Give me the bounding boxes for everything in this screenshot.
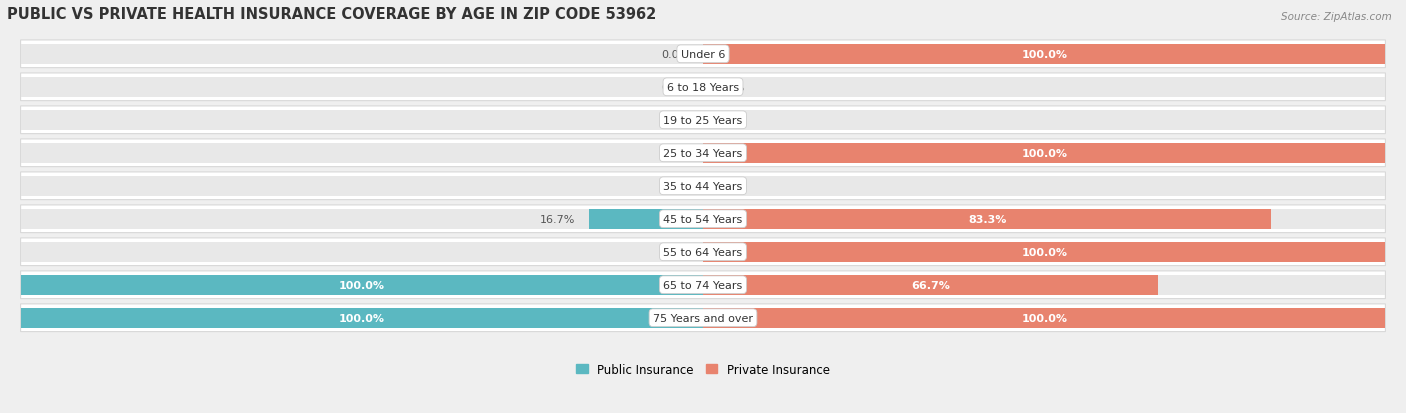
Bar bbox=[703, 45, 1385, 65]
FancyBboxPatch shape bbox=[21, 107, 1385, 134]
FancyBboxPatch shape bbox=[21, 238, 1385, 266]
Text: 0.0%: 0.0% bbox=[661, 116, 689, 126]
Text: PUBLIC VS PRIVATE HEALTH INSURANCE COVERAGE BY AGE IN ZIP CODE 53962: PUBLIC VS PRIVATE HEALTH INSURANCE COVER… bbox=[7, 7, 657, 22]
Bar bbox=[21, 143, 703, 164]
Bar bbox=[21, 308, 703, 328]
Bar bbox=[703, 242, 1385, 262]
Text: 83.3%: 83.3% bbox=[969, 214, 1007, 224]
Bar bbox=[21, 209, 703, 230]
Text: Under 6: Under 6 bbox=[681, 50, 725, 59]
Text: 35 to 44 Years: 35 to 44 Years bbox=[664, 181, 742, 191]
Text: 100.0%: 100.0% bbox=[1021, 148, 1067, 159]
Bar bbox=[703, 176, 1385, 197]
Text: 0.0%: 0.0% bbox=[661, 148, 689, 159]
Bar bbox=[21, 110, 703, 131]
Bar bbox=[703, 275, 1159, 295]
Bar bbox=[703, 209, 1385, 230]
Text: Source: ZipAtlas.com: Source: ZipAtlas.com bbox=[1281, 12, 1392, 22]
Bar bbox=[703, 275, 1385, 295]
FancyBboxPatch shape bbox=[21, 140, 1385, 167]
Text: 0.0%: 0.0% bbox=[717, 83, 745, 93]
Text: 6 to 18 Years: 6 to 18 Years bbox=[666, 83, 740, 93]
Bar bbox=[703, 242, 1385, 262]
Text: 0.0%: 0.0% bbox=[717, 181, 745, 191]
Text: 19 to 25 Years: 19 to 25 Years bbox=[664, 116, 742, 126]
Text: 75 Years and over: 75 Years and over bbox=[652, 313, 754, 323]
Bar bbox=[703, 308, 1385, 328]
Bar bbox=[21, 77, 703, 98]
Text: 100.0%: 100.0% bbox=[339, 280, 385, 290]
Bar bbox=[21, 242, 703, 262]
Bar bbox=[21, 275, 703, 295]
Bar bbox=[21, 275, 703, 295]
Bar bbox=[703, 209, 1271, 230]
Bar bbox=[703, 143, 1385, 164]
Bar bbox=[21, 176, 703, 197]
FancyBboxPatch shape bbox=[21, 304, 1385, 332]
Text: 0.0%: 0.0% bbox=[717, 116, 745, 126]
Text: 100.0%: 100.0% bbox=[1021, 313, 1067, 323]
Text: 55 to 64 Years: 55 to 64 Years bbox=[664, 247, 742, 257]
FancyBboxPatch shape bbox=[21, 205, 1385, 233]
Text: 100.0%: 100.0% bbox=[339, 313, 385, 323]
Text: 100.0%: 100.0% bbox=[1021, 50, 1067, 59]
Text: 0.0%: 0.0% bbox=[661, 83, 689, 93]
Bar bbox=[703, 77, 1385, 98]
Text: 0.0%: 0.0% bbox=[661, 247, 689, 257]
Text: 0.0%: 0.0% bbox=[661, 181, 689, 191]
FancyBboxPatch shape bbox=[21, 41, 1385, 69]
Text: 65 to 74 Years: 65 to 74 Years bbox=[664, 280, 742, 290]
Bar bbox=[21, 45, 703, 65]
Bar bbox=[703, 308, 1385, 328]
FancyBboxPatch shape bbox=[21, 173, 1385, 200]
Bar bbox=[589, 209, 703, 230]
Bar bbox=[703, 45, 1385, 65]
Bar bbox=[703, 143, 1385, 164]
Bar bbox=[703, 110, 1385, 131]
FancyBboxPatch shape bbox=[21, 74, 1385, 102]
Text: 0.0%: 0.0% bbox=[661, 50, 689, 59]
Legend: Public Insurance, Private Insurance: Public Insurance, Private Insurance bbox=[571, 358, 835, 380]
Text: 66.7%: 66.7% bbox=[911, 280, 950, 290]
Bar bbox=[21, 308, 703, 328]
Text: 25 to 34 Years: 25 to 34 Years bbox=[664, 148, 742, 159]
Text: 100.0%: 100.0% bbox=[1021, 247, 1067, 257]
Text: 45 to 54 Years: 45 to 54 Years bbox=[664, 214, 742, 224]
Text: 16.7%: 16.7% bbox=[540, 214, 575, 224]
FancyBboxPatch shape bbox=[21, 271, 1385, 299]
